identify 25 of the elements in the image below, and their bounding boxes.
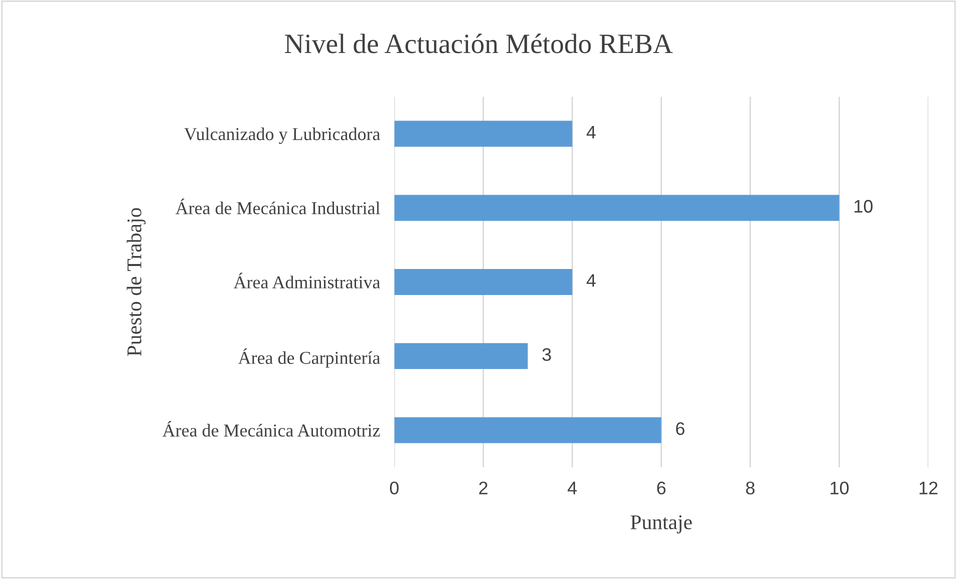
x-tick-label: 10 <box>830 482 849 494</box>
data-label: 4 <box>586 274 596 287</box>
y-axis-title: Puesto de Trabajo <box>126 208 146 356</box>
y-tick-label: Vulcanizado y Lubricadora <box>184 127 380 144</box>
bar <box>394 120 572 147</box>
y-tick-label: Área Administrativa <box>234 272 380 288</box>
y-tick-label: Área de Carpintería <box>238 348 380 368</box>
y-tick-label: Área de Mecánica Industrial <box>176 198 380 214</box>
bar <box>394 269 572 295</box>
data-label: 3 <box>542 348 551 361</box>
x-tick-label: 12 <box>920 482 938 494</box>
y-tick-label: Área de Mecánica Automotriz <box>162 421 380 437</box>
x-tick-label: 0 <box>390 482 399 494</box>
bar <box>394 417 662 444</box>
x-tick-label: 4 <box>568 482 577 494</box>
x-tick-label: 6 <box>657 482 666 494</box>
x-tick-label: 8 <box>746 482 755 494</box>
data-label: 10 <box>854 200 873 213</box>
bar <box>394 194 840 221</box>
data-label: 4 <box>586 126 596 138</box>
bar <box>394 343 528 370</box>
x-axis-title: Puntaje <box>630 515 692 534</box>
data-label: 6 <box>676 422 684 436</box>
chart-title: Nivel de Actuación Método REBA <box>284 34 673 54</box>
x-tick-label: 2 <box>479 482 488 494</box>
